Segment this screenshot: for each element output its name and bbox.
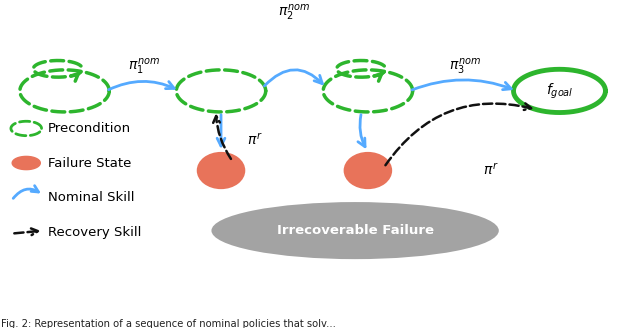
Ellipse shape xyxy=(211,202,499,259)
Text: $f_{goal}$: $f_{goal}$ xyxy=(546,81,573,101)
Ellipse shape xyxy=(344,152,392,189)
Text: $\pi^r$: $\pi^r$ xyxy=(246,133,262,149)
Text: Precondition: Precondition xyxy=(48,122,131,135)
Text: $\pi_2^{nom}$: $\pi_2^{nom}$ xyxy=(278,3,310,23)
Text: $\pi_1^{nom}$: $\pi_1^{nom}$ xyxy=(129,57,161,77)
Text: Fig. 2: Representation of a sequence of nominal policies that solv...: Fig. 2: Representation of a sequence of … xyxy=(1,319,335,328)
Polygon shape xyxy=(12,156,40,170)
Text: Failure State: Failure State xyxy=(48,156,131,170)
Text: $\pi_3^{nom}$: $\pi_3^{nom}$ xyxy=(449,57,481,77)
Text: Recovery Skill: Recovery Skill xyxy=(48,226,141,238)
Text: Irrecoverable Failure: Irrecoverable Failure xyxy=(276,224,434,237)
Ellipse shape xyxy=(196,152,245,189)
Text: $\pi^r$: $\pi^r$ xyxy=(483,163,499,178)
Text: Nominal Skill: Nominal Skill xyxy=(48,191,134,204)
